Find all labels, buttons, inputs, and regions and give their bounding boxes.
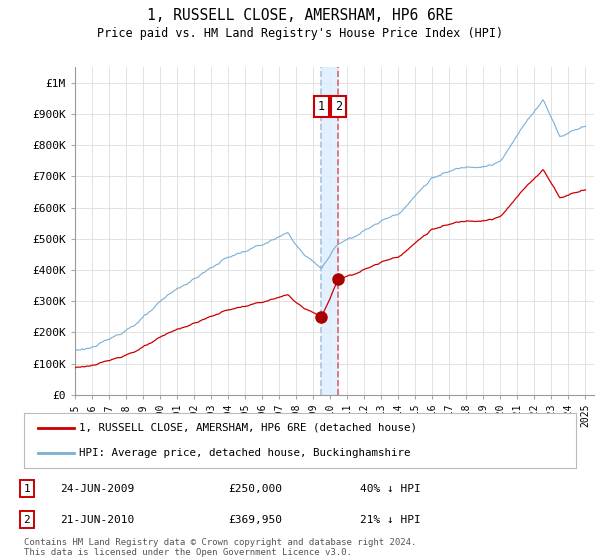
Text: 21% ↓ HPI: 21% ↓ HPI <box>360 515 421 525</box>
Text: 40% ↓ HPI: 40% ↓ HPI <box>360 484 421 494</box>
Text: 1, RUSSELL CLOSE, AMERSHAM, HP6 6RE: 1, RUSSELL CLOSE, AMERSHAM, HP6 6RE <box>147 8 453 24</box>
Text: 1: 1 <box>317 100 325 113</box>
Text: 1, RUSSELL CLOSE, AMERSHAM, HP6 6RE (detached house): 1, RUSSELL CLOSE, AMERSHAM, HP6 6RE (det… <box>79 423 417 432</box>
Text: £369,950: £369,950 <box>228 515 282 525</box>
Text: Price paid vs. HM Land Registry's House Price Index (HPI): Price paid vs. HM Land Registry's House … <box>97 27 503 40</box>
Text: 2: 2 <box>335 100 342 113</box>
Text: 21-JUN-2010: 21-JUN-2010 <box>60 515 134 525</box>
Text: HPI: Average price, detached house, Buckinghamshire: HPI: Average price, detached house, Buck… <box>79 448 410 458</box>
Text: 2: 2 <box>23 515 31 525</box>
Text: 24-JUN-2009: 24-JUN-2009 <box>60 484 134 494</box>
Bar <box>321 67 338 395</box>
Text: Contains HM Land Registry data © Crown copyright and database right 2024.
This d: Contains HM Land Registry data © Crown c… <box>24 538 416 557</box>
Text: 1: 1 <box>23 484 31 494</box>
Text: £250,000: £250,000 <box>228 484 282 494</box>
